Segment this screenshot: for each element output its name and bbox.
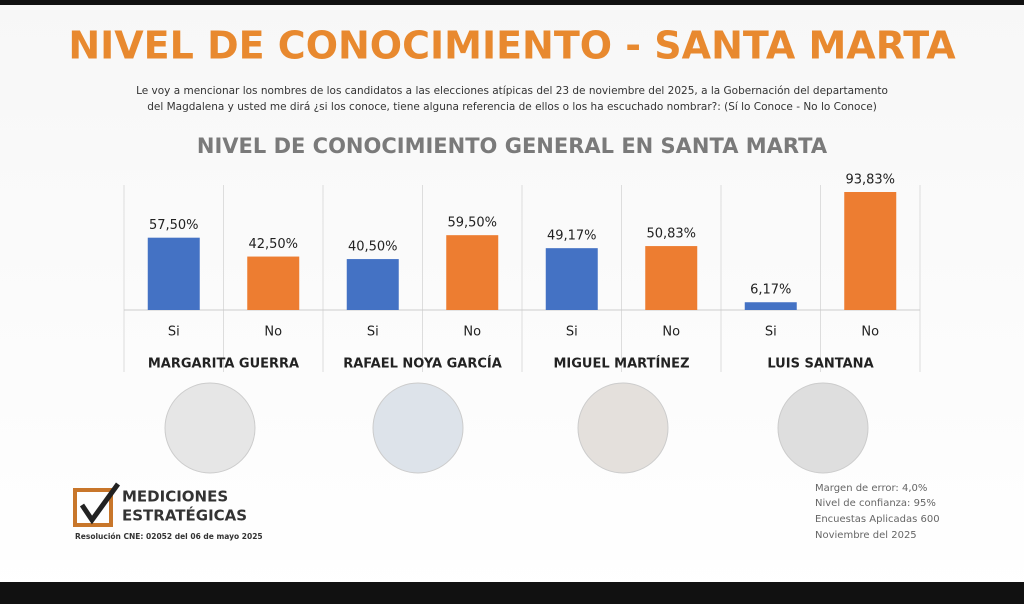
value-label: 42,50% — [248, 237, 298, 252]
note: Encuestas Aplicadas 600 — [815, 514, 940, 525]
chart-title: NIVEL DE CONOCIMIENTO GENERAL EN SANTA M… — [197, 134, 828, 158]
note: Margen de error: 4,0% — [815, 483, 927, 494]
series-label: Si — [367, 325, 379, 340]
photos — [164, 382, 869, 474]
bottom-strip — [0, 582, 1024, 604]
value-label: 57,50% — [149, 218, 199, 233]
value-label: 40,50% — [348, 240, 398, 255]
candidate-photo — [372, 382, 464, 474]
category-label: MIGUEL MARTÍNEZ — [553, 356, 689, 372]
bar — [446, 235, 499, 310]
bar — [247, 256, 300, 310]
series-label: No — [662, 325, 680, 340]
value-label: 59,50% — [447, 216, 497, 231]
logo-text: ESTRATÉGICAS — [122, 506, 247, 525]
series-label: Si — [168, 325, 180, 340]
bar — [545, 248, 598, 310]
bar — [844, 192, 897, 310]
page-title: NIVEL DE CONOCIMIENTO - SANTA MARTA — [68, 24, 956, 68]
value-label: 6,17% — [750, 283, 791, 298]
bar — [346, 259, 399, 310]
note: Noviembre del 2025 — [815, 530, 917, 541]
logo-box — [73, 488, 113, 527]
logo-check — [79, 482, 121, 525]
value-label: 93,83% — [845, 173, 895, 188]
series-label: No — [264, 325, 282, 340]
value-label: 49,17% — [547, 229, 597, 244]
category-label: LUIS SANTANA — [767, 357, 873, 372]
category-label: RAFAEL NOYA GARCÍA — [343, 356, 502, 372]
series-label: No — [861, 325, 879, 340]
candidate-photo — [577, 382, 669, 474]
bar — [744, 302, 797, 310]
question-line: del Magdalena y usted me dirá ¿si los co… — [147, 101, 877, 113]
value-label: 50,83% — [646, 227, 696, 242]
question-line: Le voy a mencionar los nombres de los ca… — [136, 85, 888, 97]
candidate-photo — [164, 382, 256, 474]
candidate-photo — [777, 382, 869, 474]
bar — [645, 246, 698, 310]
series-label: Si — [566, 325, 578, 340]
top-strip — [0, 0, 1024, 5]
logo-text: MEDICIONES — [122, 488, 228, 506]
note: Nivel de confianza: 95% — [815, 498, 936, 509]
series-label: No — [463, 325, 481, 340]
bar — [147, 237, 200, 310]
series-label: Si — [765, 325, 777, 340]
resolution: Resolución CNE: 02052 del 06 de mayo 202… — [75, 532, 263, 541]
category-label: MARGARITA GUERRA — [148, 357, 299, 372]
